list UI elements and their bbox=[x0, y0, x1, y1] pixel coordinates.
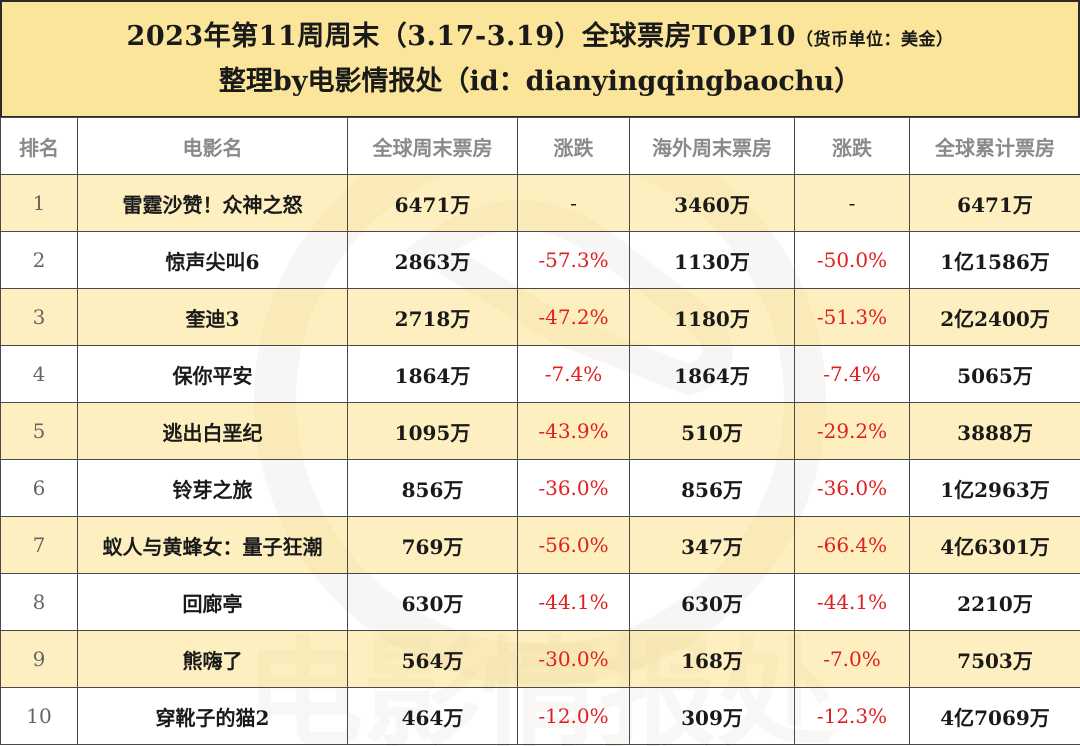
page-subtitle: 整理by电影情报处（id：dianyingqingbaochu） bbox=[218, 65, 862, 97]
overseas-weekend-cell: 1130万 bbox=[629, 231, 795, 289]
global-weekend-cell: 1095万 bbox=[347, 402, 518, 460]
rank-cell: 8 bbox=[0, 573, 78, 631]
overseas-change-cell: -7.0% bbox=[794, 630, 910, 688]
global-weekend-cell: 856万 bbox=[347, 459, 518, 517]
global-change-header: 涨跌 bbox=[517, 117, 630, 175]
global-weekend-header: 全球周末票房 bbox=[347, 117, 518, 175]
title-main: 2023年第11周周末（3.17-3.19）全球票房TOP10 bbox=[126, 20, 796, 52]
rank-cell: 3 bbox=[0, 288, 78, 346]
global-change-cell: -7.4% bbox=[517, 345, 630, 403]
movie-name-cell: 雷霆沙赞！众神之怒 bbox=[77, 174, 348, 232]
global-change-cell: -12.0% bbox=[517, 687, 630, 745]
global-change-cell: -43.9% bbox=[517, 402, 630, 460]
overseas-change-cell: -36.0% bbox=[794, 459, 910, 517]
global-change-cell: -47.2% bbox=[517, 288, 630, 346]
movie-name-cell: 逃出白垩纪 bbox=[77, 402, 348, 460]
overseas-weekend-cell: 630万 bbox=[629, 573, 795, 631]
overseas-weekend-cell: 510万 bbox=[629, 402, 795, 460]
table-header-row: 排名 电影名 全球周末票房 涨跌 海外周末票房 涨跌 全球累计票房 bbox=[0, 117, 1080, 175]
rank-cell: 10 bbox=[0, 687, 78, 745]
table-row: 1 雷霆沙赞！众神之怒 6471万 -3460万 -6471万 bbox=[0, 174, 1080, 232]
table-row: 5 逃出白垩纪 1095万 -43.9% 510万 -29.2% 3888万 bbox=[0, 402, 1080, 460]
rank-cell: 1 bbox=[0, 174, 78, 232]
global-weekend-cell: 564万 bbox=[347, 630, 518, 688]
movie-name-cell: 蚁人与黄蜂女：量子狂潮 bbox=[77, 516, 348, 574]
global-weekend-cell: 2863万 bbox=[347, 231, 518, 289]
table-row: 8 回廊亭 630万 -44.1% 630万 -44.1% 2210万 bbox=[0, 573, 1080, 631]
rank-header: 排名 bbox=[0, 117, 78, 175]
overseas-weekend-cell: 1864万 bbox=[629, 345, 795, 403]
global-total-cell: 1亿2963万 bbox=[909, 459, 1080, 517]
page-title: 2023年第11周周末（3.17-3.19）全球票房TOP10（货币单位：美金） bbox=[127, 19, 954, 58]
global-total-cell: 1亿1586万 bbox=[909, 231, 1080, 289]
overseas-change-cell: -7.4% bbox=[794, 345, 910, 403]
table-row: 9 熊嗨了 564万 -30.0% 168万 -7.0% 7503万 bbox=[0, 630, 1080, 688]
global-total-header: 全球累计票房 bbox=[909, 117, 1080, 175]
movie-name-cell: 铃芽之旅 bbox=[77, 459, 348, 517]
overseas-weekend-header: 海外周末票房 bbox=[629, 117, 795, 175]
title-banner: 2023年第11周周末（3.17-3.19）全球票房TOP10（货币单位：美金）… bbox=[0, 0, 1080, 118]
global-weekend-cell: 769万 bbox=[347, 516, 518, 574]
global-weekend-cell: 1864万 bbox=[347, 345, 518, 403]
overseas-weekend-cell: 347万 bbox=[629, 516, 795, 574]
overseas-change-cell: -44.1% bbox=[794, 573, 910, 631]
overseas-change-cell: -51.3% bbox=[794, 288, 910, 346]
global-weekend-cell: 6471万 bbox=[347, 174, 518, 232]
movie-name-cell: 奎迪3 bbox=[77, 288, 348, 346]
currency-unit-note: （货币单位：美金） bbox=[795, 29, 954, 50]
overseas-weekend-cell: 3460万 bbox=[629, 174, 795, 232]
table-row: 10 穿靴子的猫2 464万 -12.0% 309万 -12.3% 4亿7069万 bbox=[0, 687, 1080, 745]
overseas-change-cell: -66.4% bbox=[794, 516, 910, 574]
table-row: 2 惊声尖叫6 2863万 -57.3% 1130万 -50.0% 1亿1586万 bbox=[0, 231, 1080, 289]
overseas-weekend-cell: 1180万 bbox=[629, 288, 795, 346]
global-total-cell: 2210万 bbox=[909, 573, 1080, 631]
global-change-cell: -44.1% bbox=[517, 573, 630, 631]
global-change-cell: -36.0% bbox=[517, 459, 630, 517]
global-total-cell: 4亿7069万 bbox=[909, 687, 1080, 745]
overseas-change-header: 涨跌 bbox=[794, 117, 910, 175]
global-total-cell: 2亿2400万 bbox=[909, 288, 1080, 346]
rank-cell: 7 bbox=[0, 516, 78, 574]
global-total-cell: 5065万 bbox=[909, 345, 1080, 403]
overseas-change-cell: -12.3% bbox=[794, 687, 910, 745]
global-total-cell: 7503万 bbox=[909, 630, 1080, 688]
global-total-cell: 4亿6301万 bbox=[909, 516, 1080, 574]
global-total-cell: 3888万 bbox=[909, 402, 1080, 460]
global-change-cell: - bbox=[517, 174, 630, 232]
global-change-cell: -57.3% bbox=[517, 231, 630, 289]
overseas-change-cell: -29.2% bbox=[794, 402, 910, 460]
global-total-cell: 6471万 bbox=[909, 174, 1080, 232]
movie-name-cell: 穿靴子的猫2 bbox=[77, 687, 348, 745]
movie-name-cell: 回廊亭 bbox=[77, 573, 348, 631]
table-row: 3 奎迪3 2718万 -47.2% 1180万 -51.3% 2亿2400万 bbox=[0, 288, 1080, 346]
movie-header: 电影名 bbox=[77, 117, 348, 175]
overseas-weekend-cell: 309万 bbox=[629, 687, 795, 745]
table-row: 4 保你平安 1864万 -7.4% 1864万 -7.4% 5065万 bbox=[0, 345, 1080, 403]
movie-name-cell: 保你平安 bbox=[77, 345, 348, 403]
table-body: 1 雷霆沙赞！众神之怒 6471万 -3460万 -6471万 2 惊声尖叫6 2863万 -5… bbox=[0, 174, 1080, 745]
overseas-change-cell: - bbox=[794, 174, 910, 232]
box-office-table: 排名 电影名 全球周末票房 涨跌 海外周末票房 涨跌 全球累计票房 1 雷霆沙赞！众神之怒 64… bbox=[0, 117, 1080, 745]
table-row: 6 铃芽之旅 856万 -36.0% 856万 -36.0% 1亿2963万 bbox=[0, 459, 1080, 517]
overseas-weekend-cell: 168万 bbox=[629, 630, 795, 688]
overseas-change-cell: -50.0% bbox=[794, 231, 910, 289]
global-weekend-cell: 464万 bbox=[347, 687, 518, 745]
rank-cell: 9 bbox=[0, 630, 78, 688]
global-weekend-cell: 630万 bbox=[347, 573, 518, 631]
global-weekend-cell: 2718万 bbox=[347, 288, 518, 346]
global-change-cell: -30.0% bbox=[517, 630, 630, 688]
rank-cell: 5 bbox=[0, 402, 78, 460]
movie-name-cell: 惊声尖叫6 bbox=[77, 231, 348, 289]
rank-cell: 6 bbox=[0, 459, 78, 517]
rank-cell: 2 bbox=[0, 231, 78, 289]
rank-cell: 4 bbox=[0, 345, 78, 403]
table-row: 7 蚁人与黄蜂女：量子狂潮 769万 -56.0% 347万 -66.4% 4亿6301万 bbox=[0, 516, 1080, 574]
movie-name-cell: 熊嗨了 bbox=[77, 630, 348, 688]
global-change-cell: -56.0% bbox=[517, 516, 630, 574]
overseas-weekend-cell: 856万 bbox=[629, 459, 795, 517]
